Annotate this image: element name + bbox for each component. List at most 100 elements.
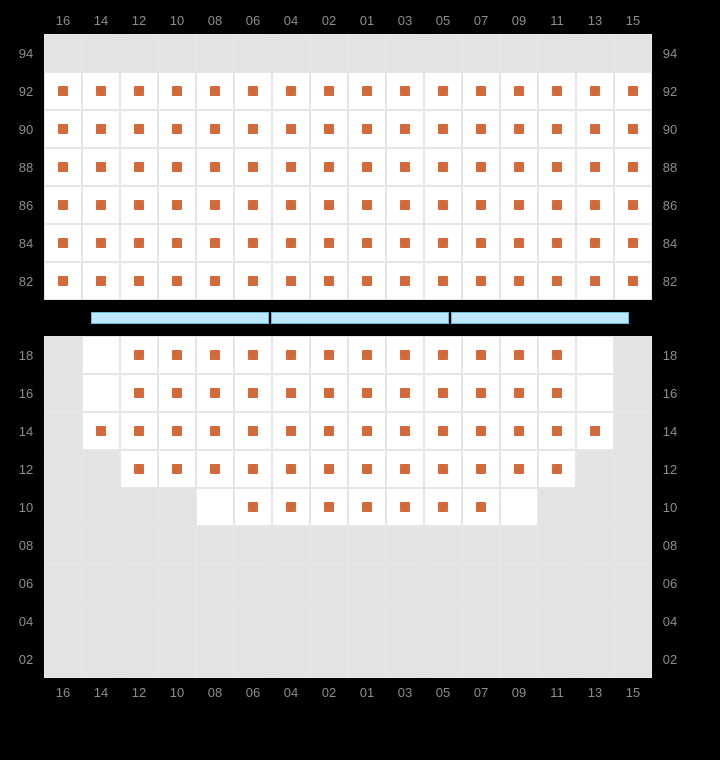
seat-cell[interactable] — [234, 374, 272, 412]
seat-cell[interactable] — [500, 224, 538, 262]
seat-cell[interactable] — [576, 186, 614, 224]
seat-cell[interactable] — [386, 336, 424, 374]
seat-cell[interactable] — [82, 374, 120, 412]
seat-cell[interactable] — [576, 110, 614, 148]
seat-cell[interactable] — [234, 262, 272, 300]
seat-cell[interactable] — [348, 110, 386, 148]
seat-cell[interactable] — [272, 186, 310, 224]
seat-cell[interactable] — [424, 374, 462, 412]
seat-cell[interactable] — [538, 148, 576, 186]
seat-cell[interactable] — [614, 72, 652, 110]
seat-cell[interactable] — [348, 412, 386, 450]
seat-cell[interactable] — [82, 186, 120, 224]
seat-cell[interactable] — [462, 488, 500, 526]
seat-cell[interactable] — [120, 186, 158, 224]
seat-cell[interactable] — [500, 336, 538, 374]
seat-cell[interactable] — [500, 110, 538, 148]
seat-cell[interactable] — [82, 262, 120, 300]
seat-cell[interactable] — [348, 148, 386, 186]
seat-cell[interactable] — [386, 488, 424, 526]
seat-cell[interactable] — [234, 336, 272, 374]
seat-cell[interactable] — [196, 336, 234, 374]
seat-cell[interactable] — [310, 186, 348, 224]
seat-cell[interactable] — [386, 110, 424, 148]
seat-cell[interactable] — [158, 336, 196, 374]
seat-cell[interactable] — [386, 374, 424, 412]
seat-cell[interactable] — [158, 450, 196, 488]
seat-cell[interactable] — [120, 450, 158, 488]
seat-cell[interactable] — [120, 72, 158, 110]
seat-cell[interactable] — [348, 186, 386, 224]
seat-cell[interactable] — [196, 488, 234, 526]
seat-cell[interactable] — [310, 110, 348, 148]
seat-cell[interactable] — [120, 224, 158, 262]
seat-cell[interactable] — [272, 224, 310, 262]
seat-cell[interactable] — [44, 262, 82, 300]
seat-cell[interactable] — [234, 186, 272, 224]
seat-cell[interactable] — [272, 262, 310, 300]
seat-cell[interactable] — [310, 224, 348, 262]
seat-cell[interactable] — [82, 412, 120, 450]
seat-cell[interactable] — [348, 224, 386, 262]
seat-cell[interactable] — [462, 224, 500, 262]
seat-cell[interactable] — [44, 224, 82, 262]
seat-cell[interactable] — [82, 336, 120, 374]
seat-cell[interactable] — [310, 450, 348, 488]
seat-cell[interactable] — [500, 374, 538, 412]
seat-cell[interactable] — [386, 186, 424, 224]
seat-cell[interactable] — [196, 374, 234, 412]
seat-cell[interactable] — [424, 224, 462, 262]
seat-cell[interactable] — [462, 412, 500, 450]
seat-cell[interactable] — [386, 224, 424, 262]
seat-cell[interactable] — [158, 262, 196, 300]
seat-cell[interactable] — [500, 186, 538, 224]
seat-cell[interactable] — [538, 72, 576, 110]
seat-cell[interactable] — [386, 412, 424, 450]
seat-cell[interactable] — [310, 72, 348, 110]
seat-cell[interactable] — [196, 224, 234, 262]
seat-cell[interactable] — [538, 374, 576, 412]
seat-cell[interactable] — [614, 224, 652, 262]
seat-cell[interactable] — [310, 374, 348, 412]
seat-cell[interactable] — [462, 148, 500, 186]
seat-cell[interactable] — [500, 450, 538, 488]
seat-cell[interactable] — [82, 72, 120, 110]
seat-cell[interactable] — [614, 110, 652, 148]
seat-cell[interactable] — [196, 412, 234, 450]
seat-cell[interactable] — [348, 488, 386, 526]
seat-cell[interactable] — [424, 186, 462, 224]
seat-cell[interactable] — [500, 262, 538, 300]
seat-cell[interactable] — [462, 186, 500, 224]
seat-cell[interactable] — [424, 148, 462, 186]
seat-cell[interactable] — [158, 412, 196, 450]
seat-cell[interactable] — [272, 488, 310, 526]
seat-cell[interactable] — [196, 262, 234, 300]
seat-cell[interactable] — [462, 110, 500, 148]
seat-cell[interactable] — [424, 336, 462, 374]
seat-cell[interactable] — [348, 374, 386, 412]
seat-cell[interactable] — [196, 72, 234, 110]
seat-cell[interactable] — [576, 412, 614, 450]
seat-cell[interactable] — [158, 186, 196, 224]
seat-cell[interactable] — [44, 72, 82, 110]
seat-cell[interactable] — [158, 224, 196, 262]
seat-cell[interactable] — [386, 148, 424, 186]
seat-cell[interactable] — [120, 110, 158, 148]
seat-cell[interactable] — [82, 148, 120, 186]
seat-cell[interactable] — [82, 110, 120, 148]
seat-cell[interactable] — [538, 450, 576, 488]
seat-cell[interactable] — [120, 148, 158, 186]
seat-cell[interactable] — [538, 336, 576, 374]
seat-cell[interactable] — [538, 224, 576, 262]
seat-cell[interactable] — [538, 262, 576, 300]
seat-cell[interactable] — [538, 110, 576, 148]
seat-cell[interactable] — [120, 374, 158, 412]
seat-cell[interactable] — [462, 336, 500, 374]
seat-cell[interactable] — [158, 374, 196, 412]
seat-cell[interactable] — [500, 72, 538, 110]
seat-cell[interactable] — [462, 374, 500, 412]
seat-cell[interactable] — [234, 110, 272, 148]
seat-cell[interactable] — [158, 72, 196, 110]
seat-cell[interactable] — [614, 186, 652, 224]
seat-cell[interactable] — [348, 72, 386, 110]
